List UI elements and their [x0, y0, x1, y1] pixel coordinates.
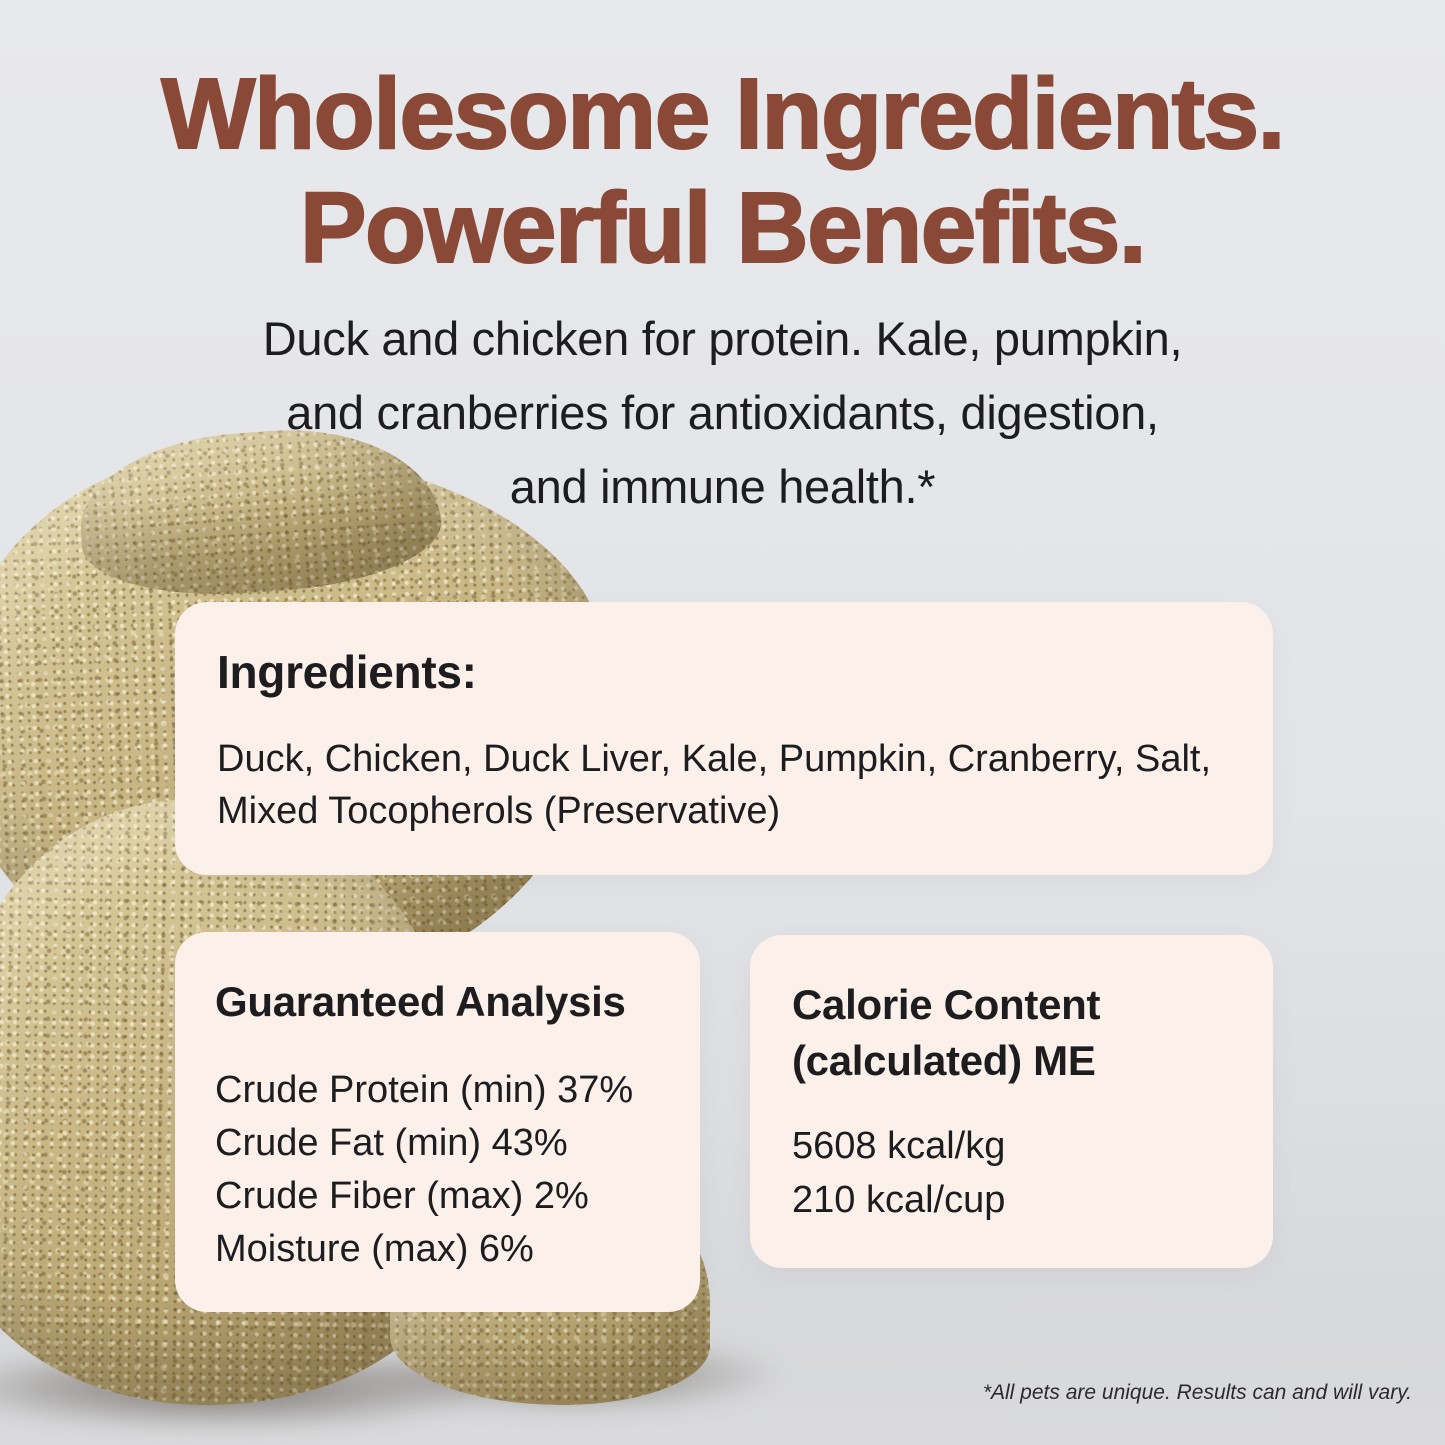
ingredients-line-1: Duck, Chicken, Duck Liver, Kale, Pumpkin… [217, 738, 1212, 780]
ingredients-list: Duck, Chicken, Duck Liver, Kale, Pumpkin… [217, 733, 1231, 837]
guaranteed-analysis-card: Guaranteed Analysis Crude Protein (min) … [175, 932, 700, 1312]
calorie-content-card: Calorie Content (calculated) ME 5608 kca… [750, 935, 1273, 1268]
subheadline-line-2: and cranberries for antioxidants, digest… [286, 386, 1159, 439]
subheadline: Duck and chicken for protein. Kale, pump… [0, 302, 1445, 524]
page-title: Wholesome Ingredients. Powerful Benefits… [0, 57, 1445, 285]
ingredients-line-2: Mixed Tocopherols (Preservative) [217, 790, 781, 832]
calorie-title-line-1: Calorie Content [792, 981, 1101, 1028]
ingredients-card: Ingredients: Duck, Chicken, Duck Liver, … [175, 602, 1273, 875]
subheadline-line-3: and immune health.* [509, 460, 936, 513]
disclaimer-footnote: *All pets are unique. Results can and wi… [982, 1381, 1412, 1404]
guaranteed-analysis-rows: Crude Protein (min) 37% Crude Fat (min) … [215, 1064, 660, 1276]
analysis-row-moisture: Moisture (max) 6% [215, 1228, 534, 1270]
headline-line-1: Wholesome Ingredients. [160, 57, 1286, 171]
calorie-title-line-2: (calculated) ME [792, 1037, 1096, 1084]
analysis-row-fiber: Crude Fiber (max) 2% [215, 1175, 589, 1217]
analysis-row-fat: Crude Fat (min) 43% [215, 1122, 568, 1164]
headline-line-2: Powerful Benefits. [299, 171, 1148, 285]
ingredients-card-title: Ingredients: [217, 646, 477, 698]
subheadline-line-1: Duck and chicken for protein. Kale, pump… [262, 312, 1183, 365]
calorie-content-rows: 5608 kcal/kg 210 kcal/cup [792, 1119, 1231, 1227]
calorie-row-cup: 210 kcal/cup [792, 1179, 1006, 1221]
calorie-content-title: Calorie Content (calculated) ME [792, 977, 1231, 1089]
analysis-row-protein: Crude Protein (min) 37% [215, 1069, 634, 1111]
calorie-row-kg: 5608 kcal/kg [792, 1125, 1006, 1167]
guaranteed-analysis-title: Guaranteed Analysis [215, 978, 626, 1025]
